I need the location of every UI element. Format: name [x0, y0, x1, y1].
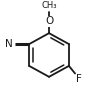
Text: O: O	[45, 16, 53, 26]
Text: N: N	[5, 39, 13, 49]
Text: CH₃: CH₃	[41, 2, 57, 10]
Text: F: F	[76, 74, 81, 84]
